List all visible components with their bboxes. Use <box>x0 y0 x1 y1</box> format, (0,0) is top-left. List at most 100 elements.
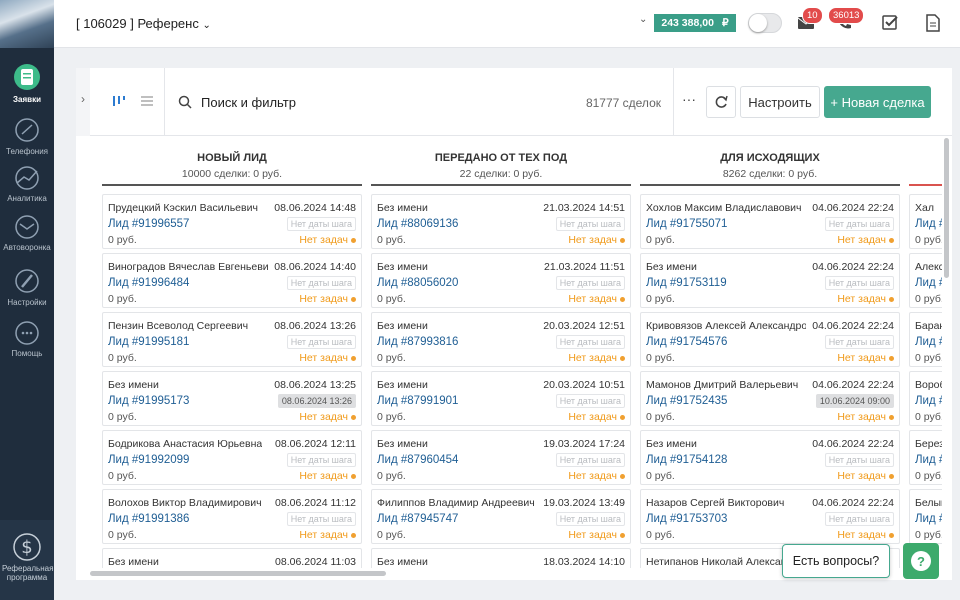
card-row: 0 руб. Нет задач <box>108 350 356 366</box>
task-status: Нет задач <box>837 234 894 246</box>
balance[interactable]: 243 388,00 ₽ <box>654 14 736 32</box>
deal-card[interactable]: Бодрикова Анастасия Юрьевна 08.06.2024 12… <box>102 430 362 485</box>
lead-link[interactable]: Лид #91995181 <box>108 336 190 348</box>
lead-link[interactable]: Лид #88069136 <box>377 218 459 230</box>
lead-link[interactable]: Лид #87993816 <box>377 336 459 348</box>
referral[interactable]: $ Реферальная программа <box>0 520 54 600</box>
lead-link[interactable]: Лид #91995173 <box>108 395 190 407</box>
lead-link[interactable]: Лид #87991901 <box>377 395 459 407</box>
nav-label: Настройки <box>7 298 47 307</box>
help-button[interactable]: ? <box>903 543 939 579</box>
lead-link[interactable]: Лид #91996557 <box>108 218 190 230</box>
deal-card[interactable]: Волохов Виктор Владимирович 08.06.2024 11… <box>102 489 362 544</box>
more-button[interactable]: ··· <box>682 91 696 107</box>
column-header: НОВЫЙ ЛИД 10000 сделки: 0 руб. <box>102 136 362 186</box>
deal-date: 08.06.2024 13:25 <box>274 379 356 391</box>
settings-button[interactable]: Настроить <box>740 86 820 118</box>
card-row: Без имени 04.06.2024 22:24 <box>646 259 894 275</box>
nav-item[interactable]: Заявки <box>0 62 54 104</box>
lead-link[interactable]: Лид # <box>915 395 942 407</box>
lead-link[interactable]: Лид # <box>915 454 942 466</box>
lead-link[interactable]: Лид #91753119 <box>646 277 727 289</box>
task-status: Нет задач <box>837 293 894 305</box>
tasks-icon[interactable] <box>882 15 898 31</box>
deal-card[interactable]: Виноградов Вячеслав Евгеньевич 08.06.2024… <box>102 253 362 308</box>
deal-card[interactable]: Белый Лид # 0 руб. <box>909 489 942 544</box>
list-view[interactable] <box>140 94 154 108</box>
deal-card[interactable]: Прудецкий Кэскил Васильевич 08.06.2024 14… <box>102 194 362 249</box>
lead-link[interactable]: Лид # <box>915 336 942 348</box>
deal-card[interactable]: Без имени 21.03.2024 14:51 Лид #88069136 Не… <box>371 194 631 249</box>
lead-link[interactable]: Лид #91754128 <box>646 454 728 466</box>
account-image[interactable] <box>0 0 54 48</box>
deal-date: 21.03.2024 14:51 <box>543 202 625 214</box>
collapse-toggle[interactable]: › <box>76 68 90 136</box>
deal-card[interactable]: Вороб Лид # 0 руб. <box>909 371 942 426</box>
step-date: Нет даты шага <box>555 335 625 349</box>
new-deal-button[interactable]: + Новая сделка <box>824 86 931 118</box>
deal-card[interactable]: Мамонов Дмитрий Валерьевич 04.06.2024 22:… <box>640 371 900 426</box>
deal-card[interactable]: Кривовязов Алексей Александро... 04.06.20… <box>640 312 900 367</box>
lead-link[interactable]: Лид #88056020 <box>377 277 459 289</box>
lead-link[interactable]: Лид #87960454 <box>377 454 459 466</box>
search-icon <box>178 95 192 109</box>
account-name: [ 106029 ] Референс <box>76 16 199 31</box>
deal-card[interactable]: Назаров Сергей Викторович 04.06.2024 22:2… <box>640 489 900 544</box>
task-status: Нет задач <box>837 352 894 364</box>
task-status: Нет задач <box>568 470 625 482</box>
task-status: Нет задач <box>568 293 625 305</box>
lead-link[interactable]: Лид #91752435 <box>646 395 728 407</box>
column-header <box>909 136 942 186</box>
refresh-button[interactable] <box>706 86 736 118</box>
deal-card[interactable]: Без имени 08.06.2024 13:25 Лид #91995173 08… <box>102 371 362 426</box>
nav-item[interactable]: Аналитика <box>0 165 54 203</box>
lead-link[interactable]: Лид #91753703 <box>646 513 728 525</box>
step-date: Нет даты шага <box>824 217 894 231</box>
deal-card[interactable]: Филиппов Владимир Андреевич 19.03.2024 13… <box>371 489 631 544</box>
deal-card[interactable]: Без имени 20.03.2024 12:51 Лид #87993816 Не… <box>371 312 631 367</box>
deal-card[interactable]: Пензин Всеволод Сергеевич 08.06.2024 13:2… <box>102 312 362 367</box>
deal-card[interactable]: Хал Лид # 0 руб. <box>909 194 942 249</box>
lead-link[interactable]: Лид #87945747 <box>377 513 459 525</box>
lead-link[interactable]: Лид #91992099 <box>108 454 190 466</box>
lead-link[interactable]: Лид #91755071 <box>646 218 728 230</box>
deal-card[interactable]: Без имени 19.03.2024 17:24 Лид #87960454 Не… <box>371 430 631 485</box>
client-name: Хохлов Максим Владиславович <box>646 202 802 214</box>
lead-link[interactable]: Лид #91991386 <box>108 513 190 525</box>
nav-item[interactable]: Настройки <box>0 267 54 307</box>
lead-link[interactable]: Лид # <box>915 277 942 289</box>
lead-link[interactable]: Лид #91996484 <box>108 277 190 289</box>
client-name: Волохов Виктор Владимирович <box>108 497 262 509</box>
deal-card[interactable]: Без имени 20.03.2024 10:51 Лид #87991901 Не… <box>371 371 631 426</box>
account-select[interactable]: [ 106029 ] Референс ⌄ <box>76 16 211 31</box>
nav-item[interactable]: Помощь <box>0 320 54 358</box>
v-scrollbar[interactable] <box>944 138 949 278</box>
column-header: ДЛЯ ИСХОДЯЩИХ 8262 сделки: 0 руб. <box>640 136 900 186</box>
task-status: Нет задач <box>299 411 356 423</box>
card-row: 0 руб. Нет задач <box>646 350 894 366</box>
docs-icon[interactable] <box>926 14 940 32</box>
deal-card[interactable]: Берез Лид # 0 руб. <box>909 430 942 485</box>
deal-card[interactable]: Без имени 04.06.2024 22:24 Лид #91754128 Не… <box>640 430 900 485</box>
nav-item[interactable]: Автоворонка <box>0 214 54 252</box>
h-scrollbar[interactable] <box>90 571 386 576</box>
help-prompt[interactable]: Есть вопросы? <box>782 544 890 578</box>
kanban-view[interactable] <box>112 94 126 108</box>
deal-card[interactable]: Без имени 21.03.2024 11:51 Лид #88056020 Не… <box>371 253 631 308</box>
deal-card[interactable]: Баран Лид # 0 руб. <box>909 312 942 367</box>
deal-card[interactable]: Без имени 04.06.2024 22:24 Лид #91753119 Не… <box>640 253 900 308</box>
nav-item[interactable]: Телефония <box>0 116 54 156</box>
deal-card[interactable]: Хохлов Максим Владиславович 04.06.2024 22… <box>640 194 900 249</box>
deal-card[interactable]: Алекс Лид # 0 руб. <box>909 253 942 308</box>
lead-link[interactable]: Лид # <box>915 218 942 230</box>
card-row: Без имени 18.03.2024 14:10 <box>377 554 625 568</box>
toggle[interactable] <box>748 13 782 33</box>
deal-sum: 0 руб. <box>108 411 137 423</box>
search-input[interactable]: Поиск и фильтр <box>201 95 296 110</box>
lead-link[interactable]: Лид # <box>915 513 942 525</box>
chevron[interactable]: ⌄ <box>639 14 648 25</box>
lead-link[interactable]: Лид #91754576 <box>646 336 728 348</box>
deal-date: 18.03.2024 14:10 <box>543 556 625 568</box>
deal-card[interactable]: Без имени 18.03.2024 14:10 <box>371 548 631 568</box>
deal-card[interactable]: Без имени 08.06.2024 11:03 <box>102 548 362 568</box>
